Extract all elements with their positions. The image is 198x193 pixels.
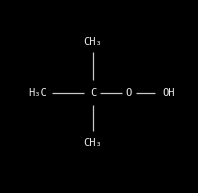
Text: CH₃: CH₃: [84, 37, 102, 47]
Text: C: C: [90, 88, 96, 98]
Text: OH: OH: [162, 88, 175, 98]
Text: CH₃: CH₃: [84, 138, 102, 148]
Text: H₃C: H₃C: [28, 88, 47, 98]
Text: O: O: [126, 88, 132, 98]
